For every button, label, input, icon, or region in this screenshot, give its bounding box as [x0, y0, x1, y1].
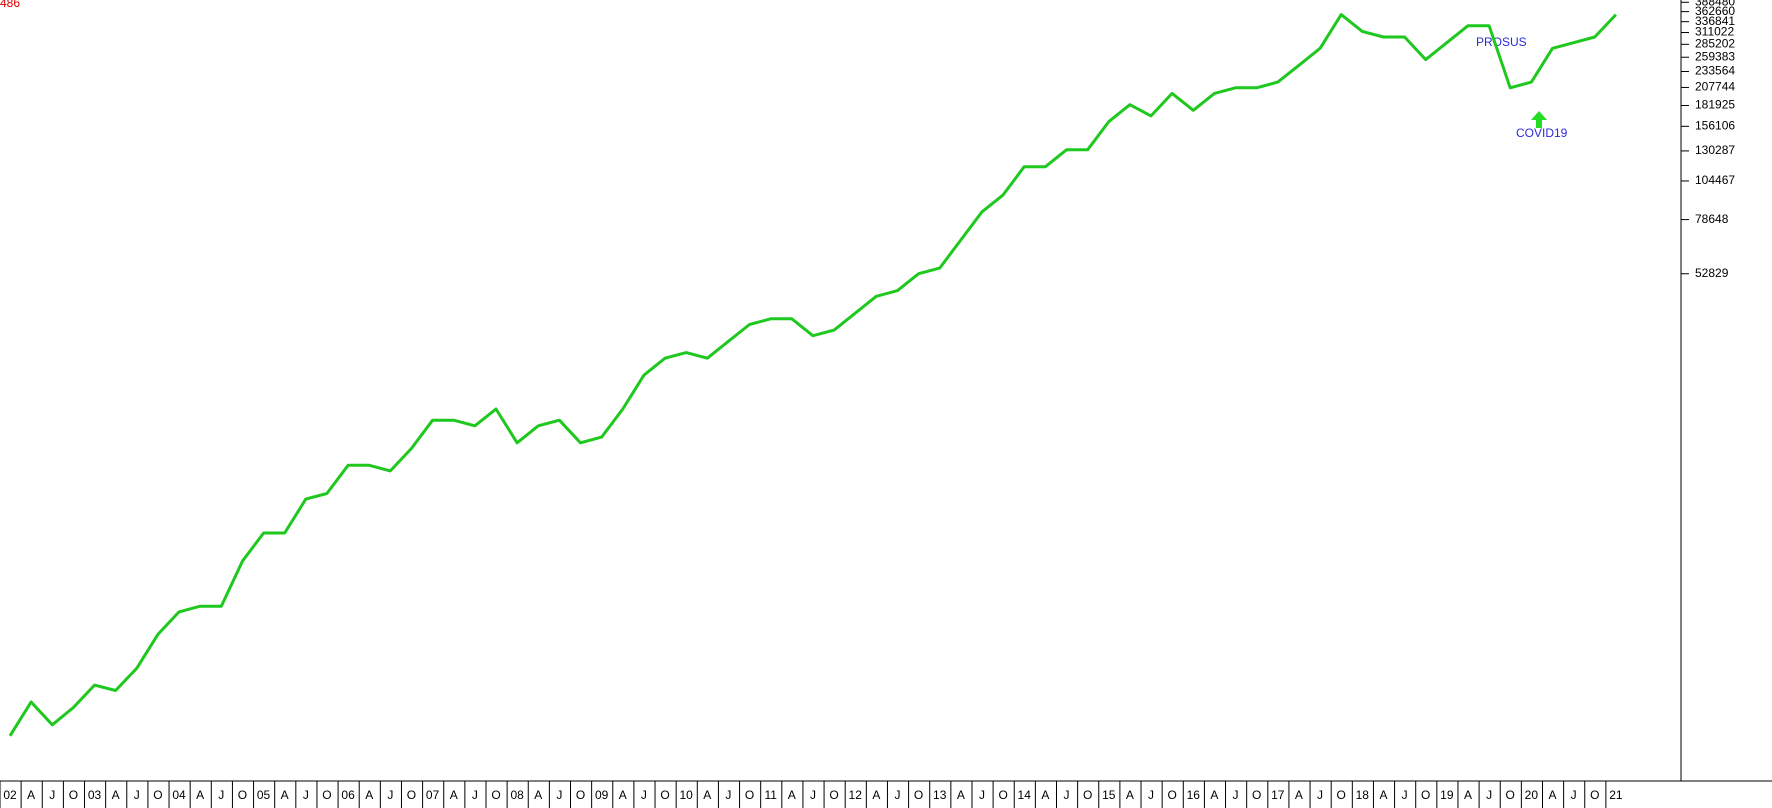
x-tick-label: O [576, 788, 585, 802]
x-tick-label: A [365, 788, 373, 802]
x-tick-label: J [1402, 788, 1408, 802]
y-tick-label: 130287 [1695, 143, 1735, 157]
x-tick-label: O [1337, 788, 1346, 802]
y-tick-label: 207744 [1695, 80, 1735, 94]
y-tick-label: 362660 [1695, 4, 1735, 18]
x-tick-label: O [829, 788, 838, 802]
x-tick-label: O [1167, 788, 1176, 802]
x-tick-label: J [810, 788, 816, 802]
x-tick-label: A [112, 788, 120, 802]
y-tick-label: 388480 [1695, 0, 1735, 8]
x-tick-label: 13 [933, 788, 947, 802]
x-tick-label: J [134, 788, 140, 802]
x-tick-label: 06 [341, 788, 355, 802]
x-tick-label: J [472, 788, 478, 802]
x-tick-label: 21 [1609, 788, 1623, 802]
y-tick-label: 104467 [1695, 173, 1735, 187]
x-tick-label: 18 [1356, 788, 1370, 802]
x-tick-label: 19 [1440, 788, 1454, 802]
x-tick-label: O [69, 788, 78, 802]
x-tick-label: A [1295, 788, 1303, 802]
x-tick-label: 20 [1525, 788, 1539, 802]
x-tick-label: A [1379, 788, 1387, 802]
y-tick-label: 285202 [1695, 36, 1735, 50]
x-tick-label: J [218, 788, 224, 802]
x-tick-label: A [957, 788, 965, 802]
x-tick-label: A [1548, 788, 1556, 802]
y-tick-label: 52829 [1695, 266, 1729, 280]
x-tick-label: A [619, 788, 627, 802]
y-tick-label: 336841 [1695, 14, 1735, 28]
x-tick-label: O [660, 788, 669, 802]
y-tick-label: 181925 [1695, 98, 1735, 112]
x-tick-label: J [979, 788, 985, 802]
x-tick-label: A [1210, 788, 1218, 802]
x-tick-label: O [914, 788, 923, 802]
x-tick-label: J [1571, 788, 1577, 802]
x-tick-label: 15 [1102, 788, 1116, 802]
x-tick-label: A [1041, 788, 1049, 802]
x-tick-label: 03 [88, 788, 102, 802]
x-tick-label: A [450, 788, 458, 802]
x-tick-label: 16 [1187, 788, 1201, 802]
x-tick-label: J [1317, 788, 1323, 802]
x-tick-label: J [49, 788, 55, 802]
x-tick-label: A [534, 788, 542, 802]
x-tick-label: 10 [679, 788, 693, 802]
x-tick-label: J [303, 788, 309, 802]
annotation-arrow [1531, 111, 1547, 128]
x-tick-label: A [872, 788, 880, 802]
x-tick-label: 11 [764, 788, 777, 802]
x-tick-label: J [1486, 788, 1492, 802]
corner-label: 486 [0, 0, 20, 10]
x-tick-label: O [1421, 788, 1430, 802]
x-tick-label: O [1506, 788, 1515, 802]
x-tick-label: O [407, 788, 416, 802]
y-tick-label: 156106 [1695, 118, 1735, 132]
x-tick-label: J [1064, 788, 1070, 802]
x-tick-label: A [196, 788, 204, 802]
x-tick-label: J [1233, 788, 1239, 802]
x-tick-label: O [1590, 788, 1599, 802]
x-tick-label: J [641, 788, 647, 802]
x-tick-label: O [322, 788, 331, 802]
x-tick-label: 05 [257, 788, 271, 802]
x-tick-label: A [1126, 788, 1134, 802]
x-tick-label: A [27, 788, 35, 802]
x-tick-label: 09 [595, 788, 609, 802]
x-tick-label: J [725, 788, 731, 802]
x-tick-label: O [1252, 788, 1261, 802]
x-tick-label: J [1148, 788, 1154, 802]
x-tick-label: 02 [3, 788, 17, 802]
x-tick-label: O [1083, 788, 1092, 802]
x-tick-label: O [745, 788, 754, 802]
price-line [8, 13, 1617, 737]
x-tick-label: J [894, 788, 900, 802]
x-tick-label: O [238, 788, 247, 802]
x-tick-label: 17 [1271, 788, 1285, 802]
x-tick-label: A [788, 788, 796, 802]
x-tick-label: O [153, 788, 162, 802]
x-tick-label: 08 [510, 788, 524, 802]
x-tick-label: A [1464, 788, 1472, 802]
annotation: COVID19 [1516, 126, 1568, 140]
x-tick-label: 04 [172, 788, 186, 802]
y-tick-label: 259383 [1695, 49, 1735, 63]
x-tick-label: J [556, 788, 562, 802]
y-tick-label: 78648 [1695, 212, 1729, 226]
y-tick-label: 311022 [1695, 25, 1734, 39]
x-tick-label: O [491, 788, 500, 802]
x-tick-label: A [281, 788, 289, 802]
x-tick-label: A [703, 788, 711, 802]
annotation: PROSUS [1476, 35, 1527, 49]
x-tick-label: 14 [1018, 788, 1032, 802]
x-tick-label: 07 [426, 788, 440, 802]
x-tick-label: O [998, 788, 1007, 802]
x-tick-label: 12 [849, 788, 863, 802]
x-tick-label: J [387, 788, 393, 802]
y-tick-label: 233564 [1695, 64, 1735, 78]
